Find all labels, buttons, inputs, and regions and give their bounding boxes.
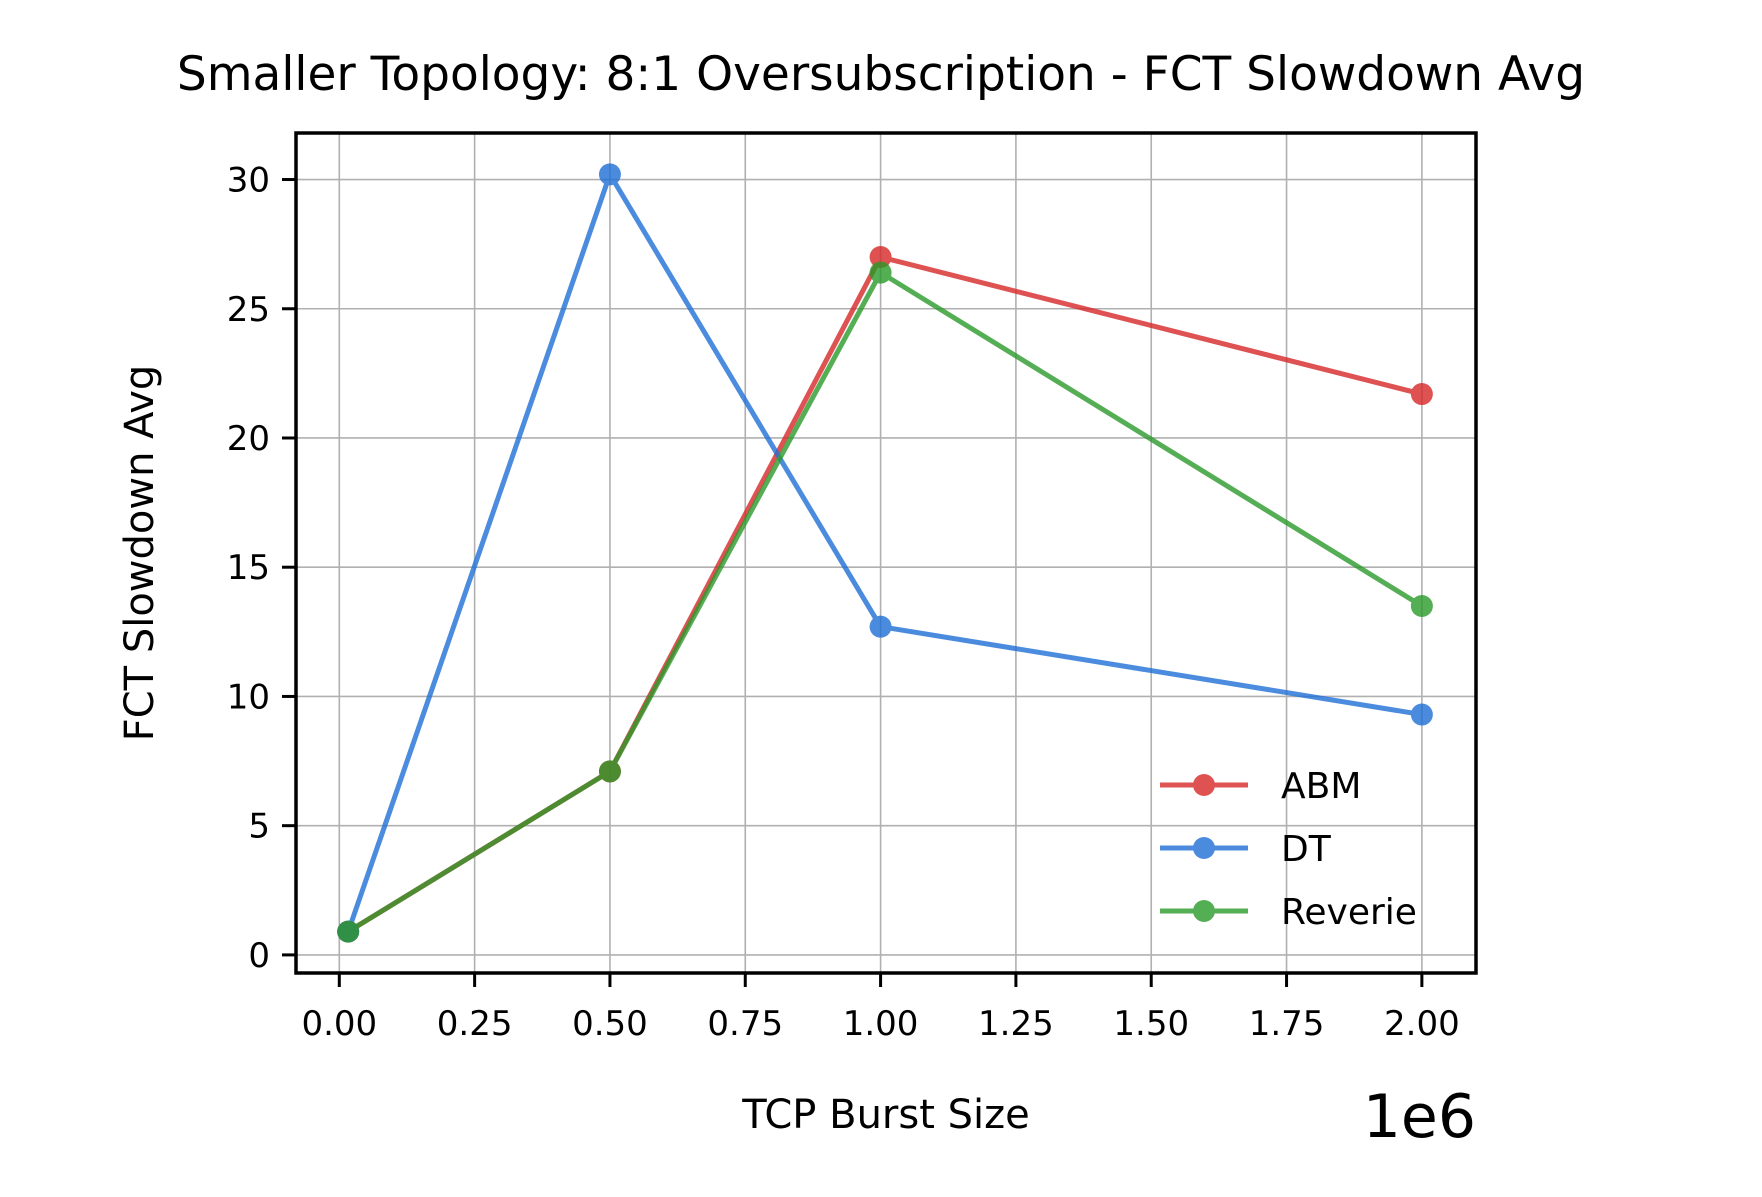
y-tick-label: 5	[248, 807, 270, 847]
legend-label: DT	[1281, 829, 1332, 870]
y-tick-label: 15	[227, 548, 270, 588]
y-tick-label: 10	[227, 677, 270, 717]
y-tick-label: 0	[248, 936, 270, 976]
y-tick-label: 20	[227, 419, 270, 459]
data-point	[1410, 383, 1433, 406]
legend-item	[1160, 774, 1248, 796]
data-point	[869, 246, 892, 269]
series-layer	[337, 163, 1433, 943]
data-point	[1410, 703, 1433, 726]
series-line	[345, 171, 1423, 933]
legend-label: Reverie	[1281, 892, 1417, 933]
data-point	[1410, 594, 1433, 617]
x-tick-label: 1.00	[843, 1004, 919, 1044]
legend-item	[1160, 900, 1248, 922]
legend: ABM DT Reverie	[1160, 766, 1417, 933]
x-axis-label: TCP Burst Size	[741, 1092, 1029, 1138]
legend-label: ABM	[1281, 766, 1361, 807]
x-tick-label: 0.25	[437, 1004, 513, 1044]
data-point	[869, 261, 892, 284]
x-tick-label: 0.75	[707, 1004, 783, 1044]
y-axis-label: FCT Slowdown Avg	[117, 365, 163, 742]
y-tick-label: 30	[227, 161, 270, 201]
legend-marker	[1193, 774, 1215, 796]
x-tick-label: 2.00	[1384, 1004, 1460, 1044]
data-point	[598, 163, 621, 186]
data-point	[598, 760, 621, 783]
data-point	[869, 615, 892, 638]
legend-item	[1160, 837, 1248, 859]
grid	[296, 133, 1476, 973]
x-tick-label: 1.25	[978, 1004, 1054, 1044]
x-tick-label: 1.50	[1113, 1004, 1189, 1044]
legend-marker	[1193, 837, 1215, 859]
data-point	[337, 920, 360, 943]
legend-marker	[1193, 900, 1215, 922]
series-reverie	[337, 261, 1433, 943]
x-tick-label: 0.50	[572, 1004, 648, 1044]
x-axis-offset-label: 1e6	[1363, 1082, 1476, 1152]
plot-frame	[294, 131, 1478, 975]
y-tick-label: 25	[227, 290, 270, 330]
axis-ticks: 0.00 0.25 0.50 0.75 1.00 1.25 1.50 1.75 2.00 0 5 10…	[227, 161, 1460, 1044]
x-tick-label: 0.00	[301, 1004, 377, 1044]
series-line	[346, 270, 1424, 934]
x-tick-label: 1.75	[1249, 1004, 1325, 1044]
chart-title: Smaller Topology: 8:1 Oversubscription -…	[177, 47, 1585, 102]
